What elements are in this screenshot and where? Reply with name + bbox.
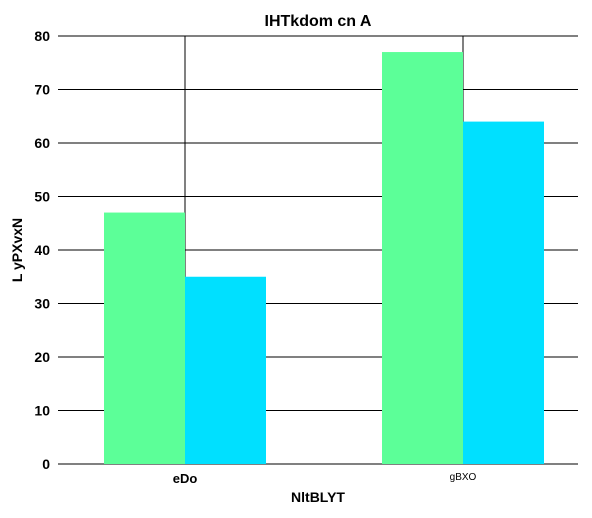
x-tick-0: eDo: [173, 471, 198, 486]
y-tick-5: 50: [34, 189, 50, 205]
bar-series-0-gBXO: [382, 52, 463, 465]
y-tick-8: 80: [34, 28, 50, 44]
y-tick-labels: 0 10 20 30 40 50 60 70 80: [34, 28, 50, 472]
y-tick-6: 60: [34, 135, 50, 151]
y-tick-1: 10: [34, 403, 50, 419]
bar-series-0-eDo: [104, 212, 185, 464]
bar-series-1-eDo: [185, 276, 266, 464]
y-tick-3: 30: [34, 296, 50, 312]
chart-title: IHTkdom cn A: [265, 13, 372, 30]
x-axis-label: NltBLYT: [291, 489, 345, 505]
y-tick-2: 20: [34, 349, 50, 365]
x-tick-labels: eDo gBXO: [173, 471, 477, 486]
bars: [104, 52, 544, 465]
y-tick-7: 70: [34, 82, 50, 98]
y-axis-label: L yPXvxN: [9, 218, 25, 282]
bar-series-1-gBXO: [463, 121, 544, 464]
y-tick-4: 40: [34, 242, 50, 258]
y-tick-0: 0: [42, 456, 50, 472]
x-tick-1: gBXO: [450, 472, 477, 483]
